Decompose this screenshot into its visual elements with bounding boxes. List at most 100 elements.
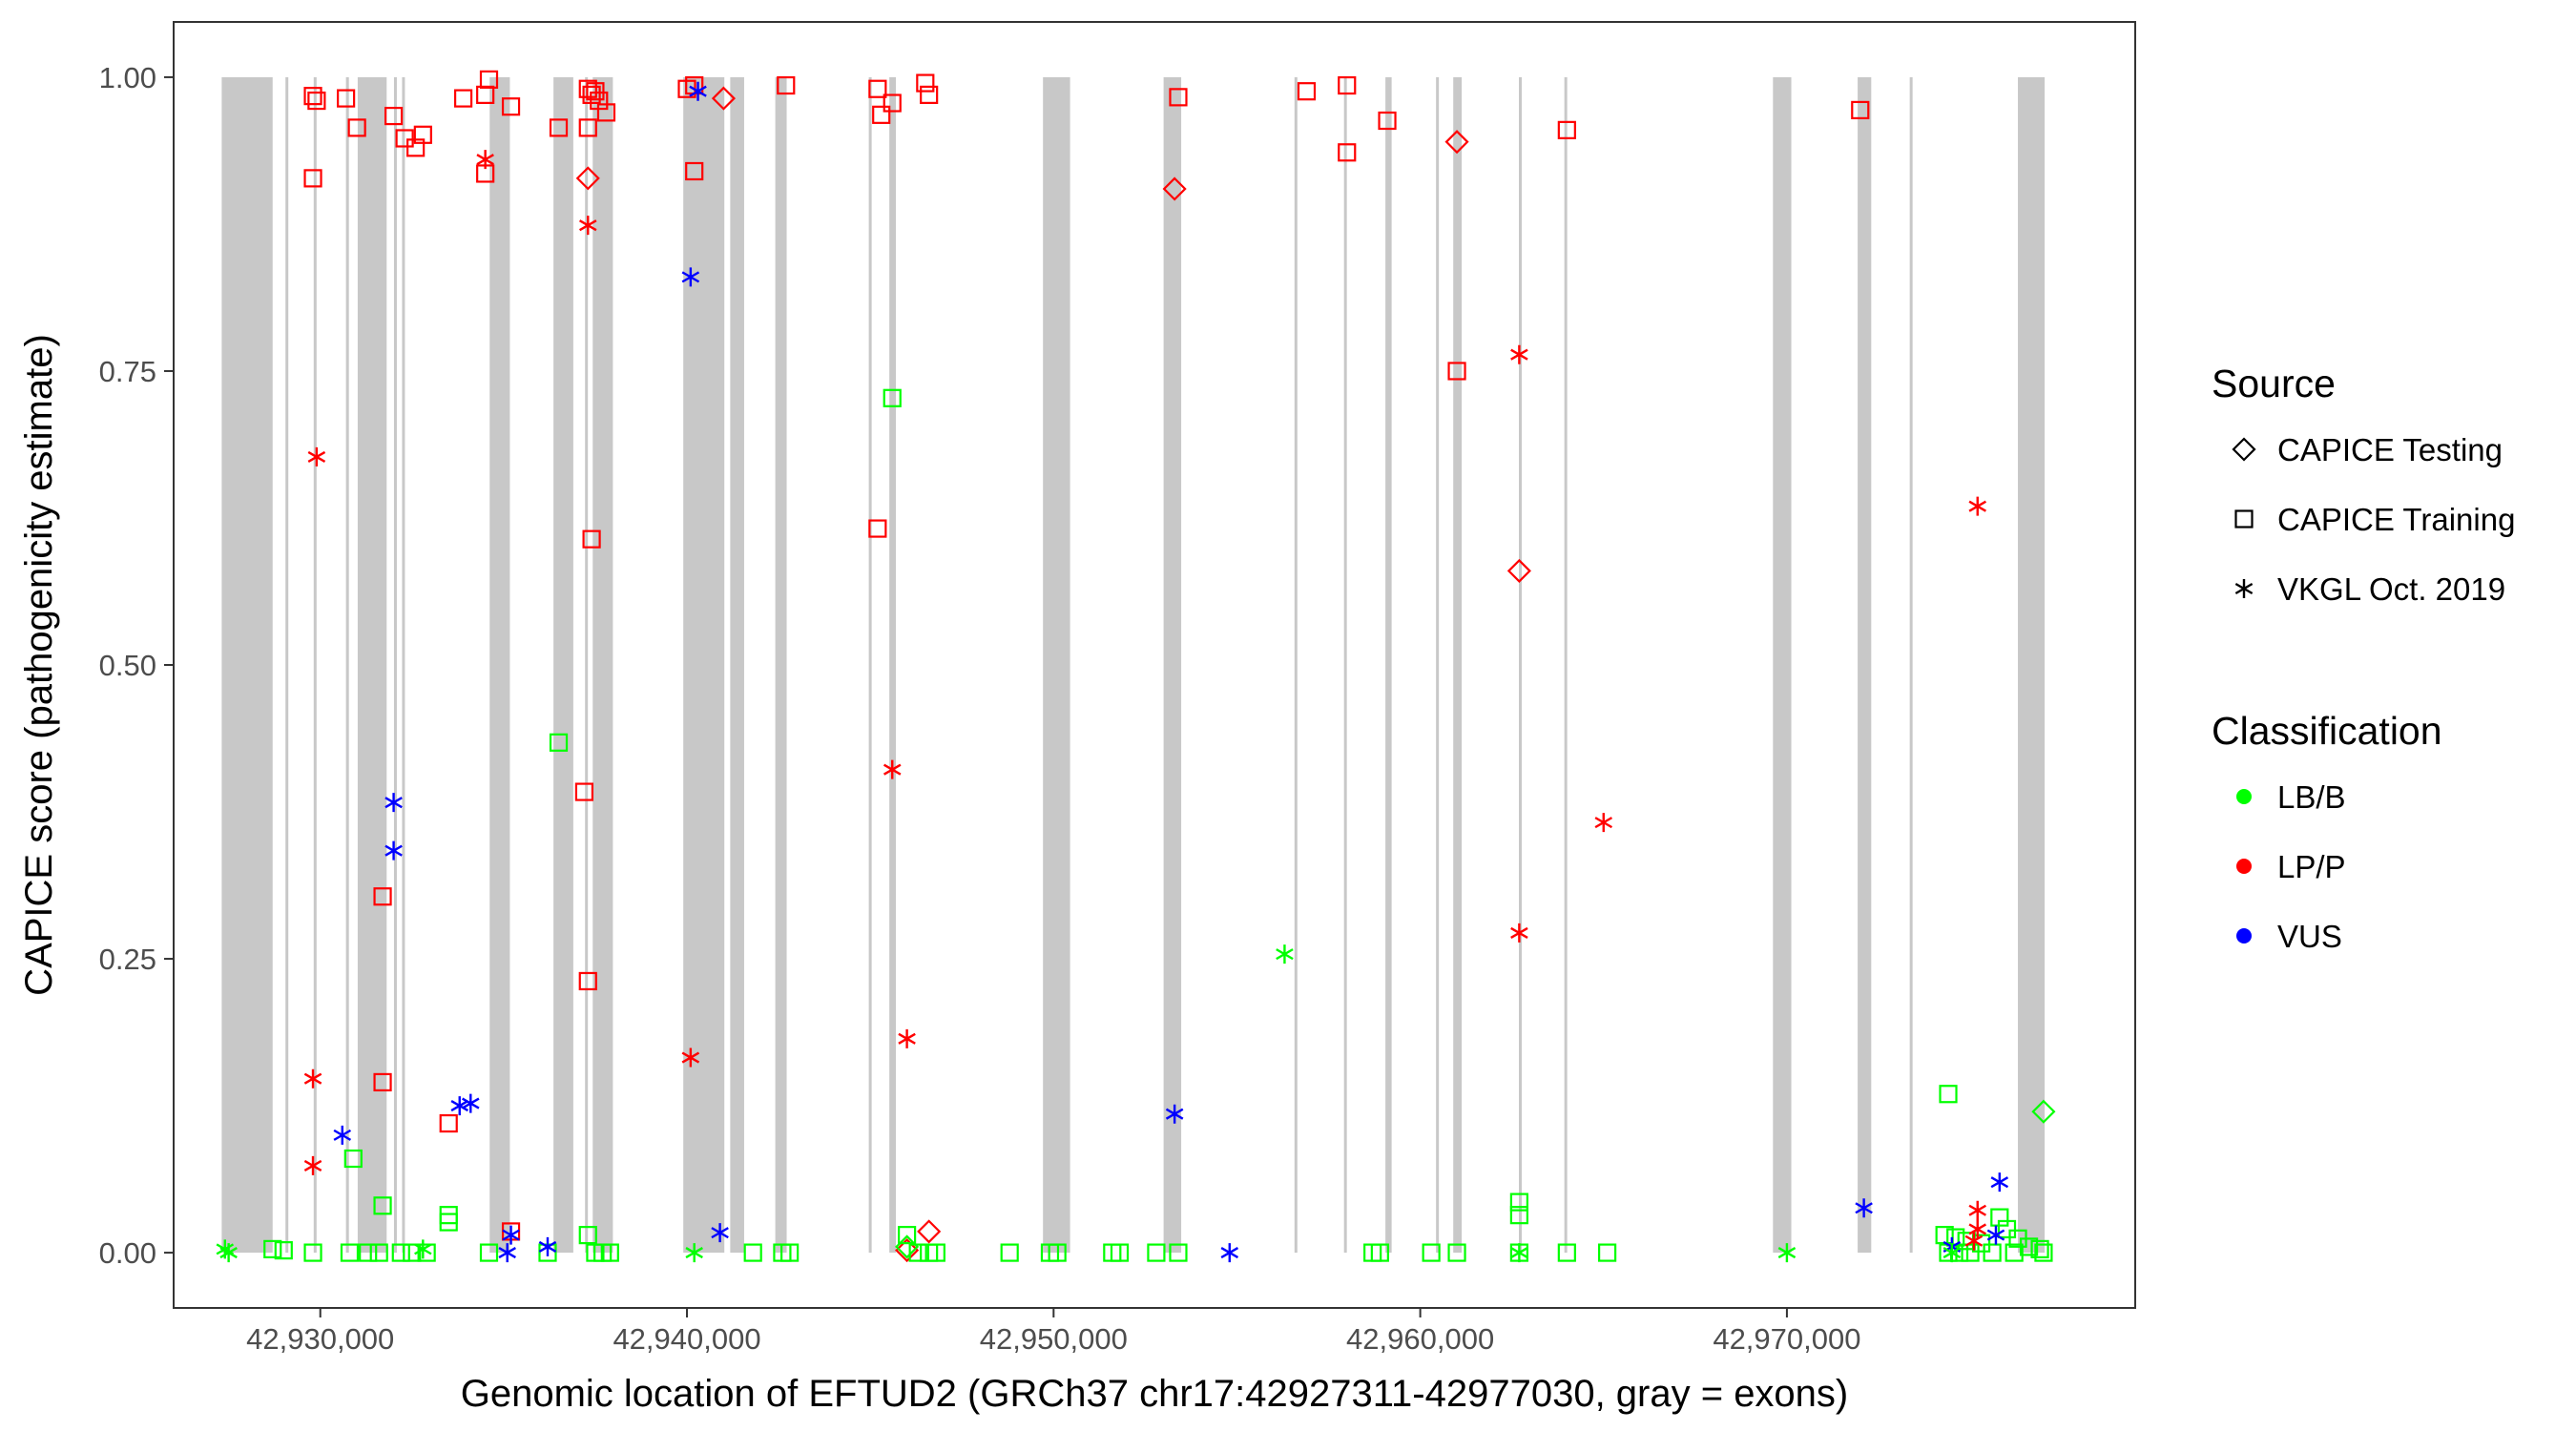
- exon-band: [1909, 76, 1913, 1254]
- point-capice-training-lb-b: [1447, 1243, 1466, 1262]
- y-axis: 0.00 0.25 0.50 0.75 1.00: [99, 61, 174, 1270]
- exon-band: [889, 76, 897, 1254]
- point-capice-training-lp-p: [872, 105, 891, 124]
- point-capice-training-lb-b: [479, 1243, 499, 1262]
- point-capice-training-lp-p: [777, 75, 796, 95]
- point-capice-training-lp-p: [384, 106, 404, 126]
- point-capice-training-lp-p: [347, 118, 366, 137]
- point-capice-testing-lp-p: [1162, 176, 1187, 201]
- point-capice-training-lb-b: [743, 1243, 762, 1262]
- point-capice-training-lp-p: [578, 971, 597, 991]
- point-vkgl-oct-2019-lp-p: [898, 1028, 916, 1048]
- point-capice-training-lp-p: [1169, 88, 1188, 107]
- point-capice-training-lb-b: [1147, 1243, 1166, 1262]
- point-capice-training-lp-p: [685, 161, 704, 181]
- exon-band: [1453, 76, 1463, 1254]
- point-capice-training-lb-b: [303, 1243, 322, 1262]
- point-capice-training-lp-p: [1851, 100, 1870, 120]
- point-vkgl-oct-2019-vus: [1990, 1172, 2009, 1192]
- point-vkgl-oct-2019-lp-p: [681, 1047, 700, 1068]
- exon-band: [730, 76, 744, 1254]
- x-tick-label: 42,950,000: [980, 1322, 1128, 1356]
- exon-band: [592, 76, 613, 1254]
- x-tick-label: 42,930,000: [246, 1322, 394, 1356]
- exon-band: [1043, 76, 1070, 1254]
- exon-band: [1436, 76, 1440, 1254]
- x-axis: 42,930,000 42,940,000 42,950,000 42,960,000…: [246, 1308, 1860, 1356]
- point-capice-training-lp-p: [413, 125, 432, 144]
- point-capice-training-lb-b: [2005, 1243, 2024, 1262]
- point-capice-training-lp-p: [574, 782, 594, 801]
- y-tick-label: 0.25: [99, 943, 156, 976]
- point-capice-training-lb-b: [1110, 1243, 1130, 1262]
- legend-key-asterisk: [2234, 579, 2254, 598]
- point-capice-training-lp-p: [373, 887, 392, 906]
- point-capice-training-lb-b: [439, 1213, 458, 1232]
- point-capice-training-lb-b: [883, 388, 902, 407]
- point-capice-training-lp-p: [1338, 143, 1357, 162]
- point-capice-training-lb-b: [1557, 1243, 1576, 1262]
- y-tick-label: 1.00: [99, 61, 156, 94]
- legend-source-label: CAPICE Training: [2277, 502, 2515, 537]
- point-capice-training-lb-b: [578, 1226, 597, 1245]
- point-vkgl-oct-2019-lb-b: [1276, 944, 1294, 964]
- point-capice-training-lb-b: [403, 1243, 422, 1262]
- point-capice-training-lb-b: [600, 1243, 619, 1262]
- point-capice-training-lp-p: [337, 89, 356, 108]
- legend-key-dot: [2236, 928, 2252, 944]
- exon-band: [357, 76, 387, 1254]
- point-capice-training-lb-b: [359, 1243, 378, 1262]
- point-capice-training-lb-b: [369, 1243, 388, 1262]
- exon-band: [1163, 76, 1182, 1254]
- point-capice-training-lb-b: [2030, 1239, 2049, 1258]
- point-capice-training-lb-b: [1000, 1243, 1019, 1262]
- point-capice-testing-lp-p: [1444, 130, 1469, 155]
- point-vkgl-oct-2019-lb-b: [219, 1243, 238, 1263]
- legend-key-dot: [2236, 859, 2252, 874]
- point-capice-training-lp-p: [373, 1072, 392, 1092]
- point-vkgl-oct-2019-lp-p: [1594, 813, 1613, 833]
- legend-classification-label: LB/B: [2277, 779, 2346, 815]
- point-vkgl-oct-2019-vus: [502, 1225, 520, 1245]
- exon-band: [868, 76, 872, 1254]
- point-vkgl-oct-2019-lp-p: [1968, 1200, 1987, 1220]
- y-axis-title: CAPICE score (pathogenicity estimate): [18, 334, 60, 996]
- point-vkgl-oct-2019-lp-p: [1510, 923, 1528, 943]
- exon-band: [1518, 76, 1522, 1254]
- point-capice-training-lp-p: [501, 97, 521, 116]
- point-capice-training-lb-b: [780, 1243, 800, 1262]
- point-capice-training-lb-b: [263, 1239, 282, 1258]
- point-capice-training-lp-p: [916, 73, 935, 93]
- point-capice-training-lp-p: [868, 79, 887, 98]
- point-capice-testing-lp-p: [917, 1219, 942, 1244]
- exon-band: [402, 76, 405, 1254]
- point-vkgl-oct-2019-vus: [1855, 1198, 1873, 1218]
- exon-band: [285, 76, 289, 1254]
- point-capice-training-lp-p: [303, 87, 322, 106]
- point-vkgl-oct-2019-vus: [1986, 1225, 2005, 1245]
- legend-classification-label: VUS: [2277, 919, 2342, 954]
- point-capice-training-lb-b: [1509, 1206, 1528, 1225]
- point-vkgl-oct-2019-vus: [384, 840, 403, 861]
- point-capice-training-lp-p: [439, 1113, 458, 1133]
- y-tick-label: 0.00: [99, 1236, 156, 1270]
- point-vkgl-oct-2019-vus: [384, 793, 403, 813]
- point-capice-training-lp-p: [1338, 75, 1357, 95]
- exon-band: [1773, 76, 1792, 1254]
- data-points: [216, 70, 2056, 1263]
- point-vkgl-oct-2019-vus: [333, 1125, 352, 1145]
- exon-band: [553, 76, 573, 1254]
- x-tick-label: 42,960,000: [1346, 1322, 1494, 1356]
- point-capice-training-lb-b: [1422, 1243, 1441, 1262]
- exon-band: [489, 76, 510, 1254]
- point-vkgl-oct-2019-lb-b: [414, 1239, 432, 1259]
- exon-band: [683, 76, 725, 1254]
- point-capice-training-lb-b: [340, 1243, 360, 1262]
- point-vkgl-oct-2019-lb-b: [1510, 1243, 1528, 1263]
- point-vkgl-oct-2019-lp-p: [1510, 344, 1528, 364]
- point-vkgl-oct-2019-lb-b: [1942, 1243, 1962, 1263]
- point-capice-training-lb-b: [2034, 1243, 2053, 1262]
- point-vkgl-oct-2019-lp-p: [883, 759, 902, 779]
- point-capice-training-lb-b: [1997, 1219, 2017, 1239]
